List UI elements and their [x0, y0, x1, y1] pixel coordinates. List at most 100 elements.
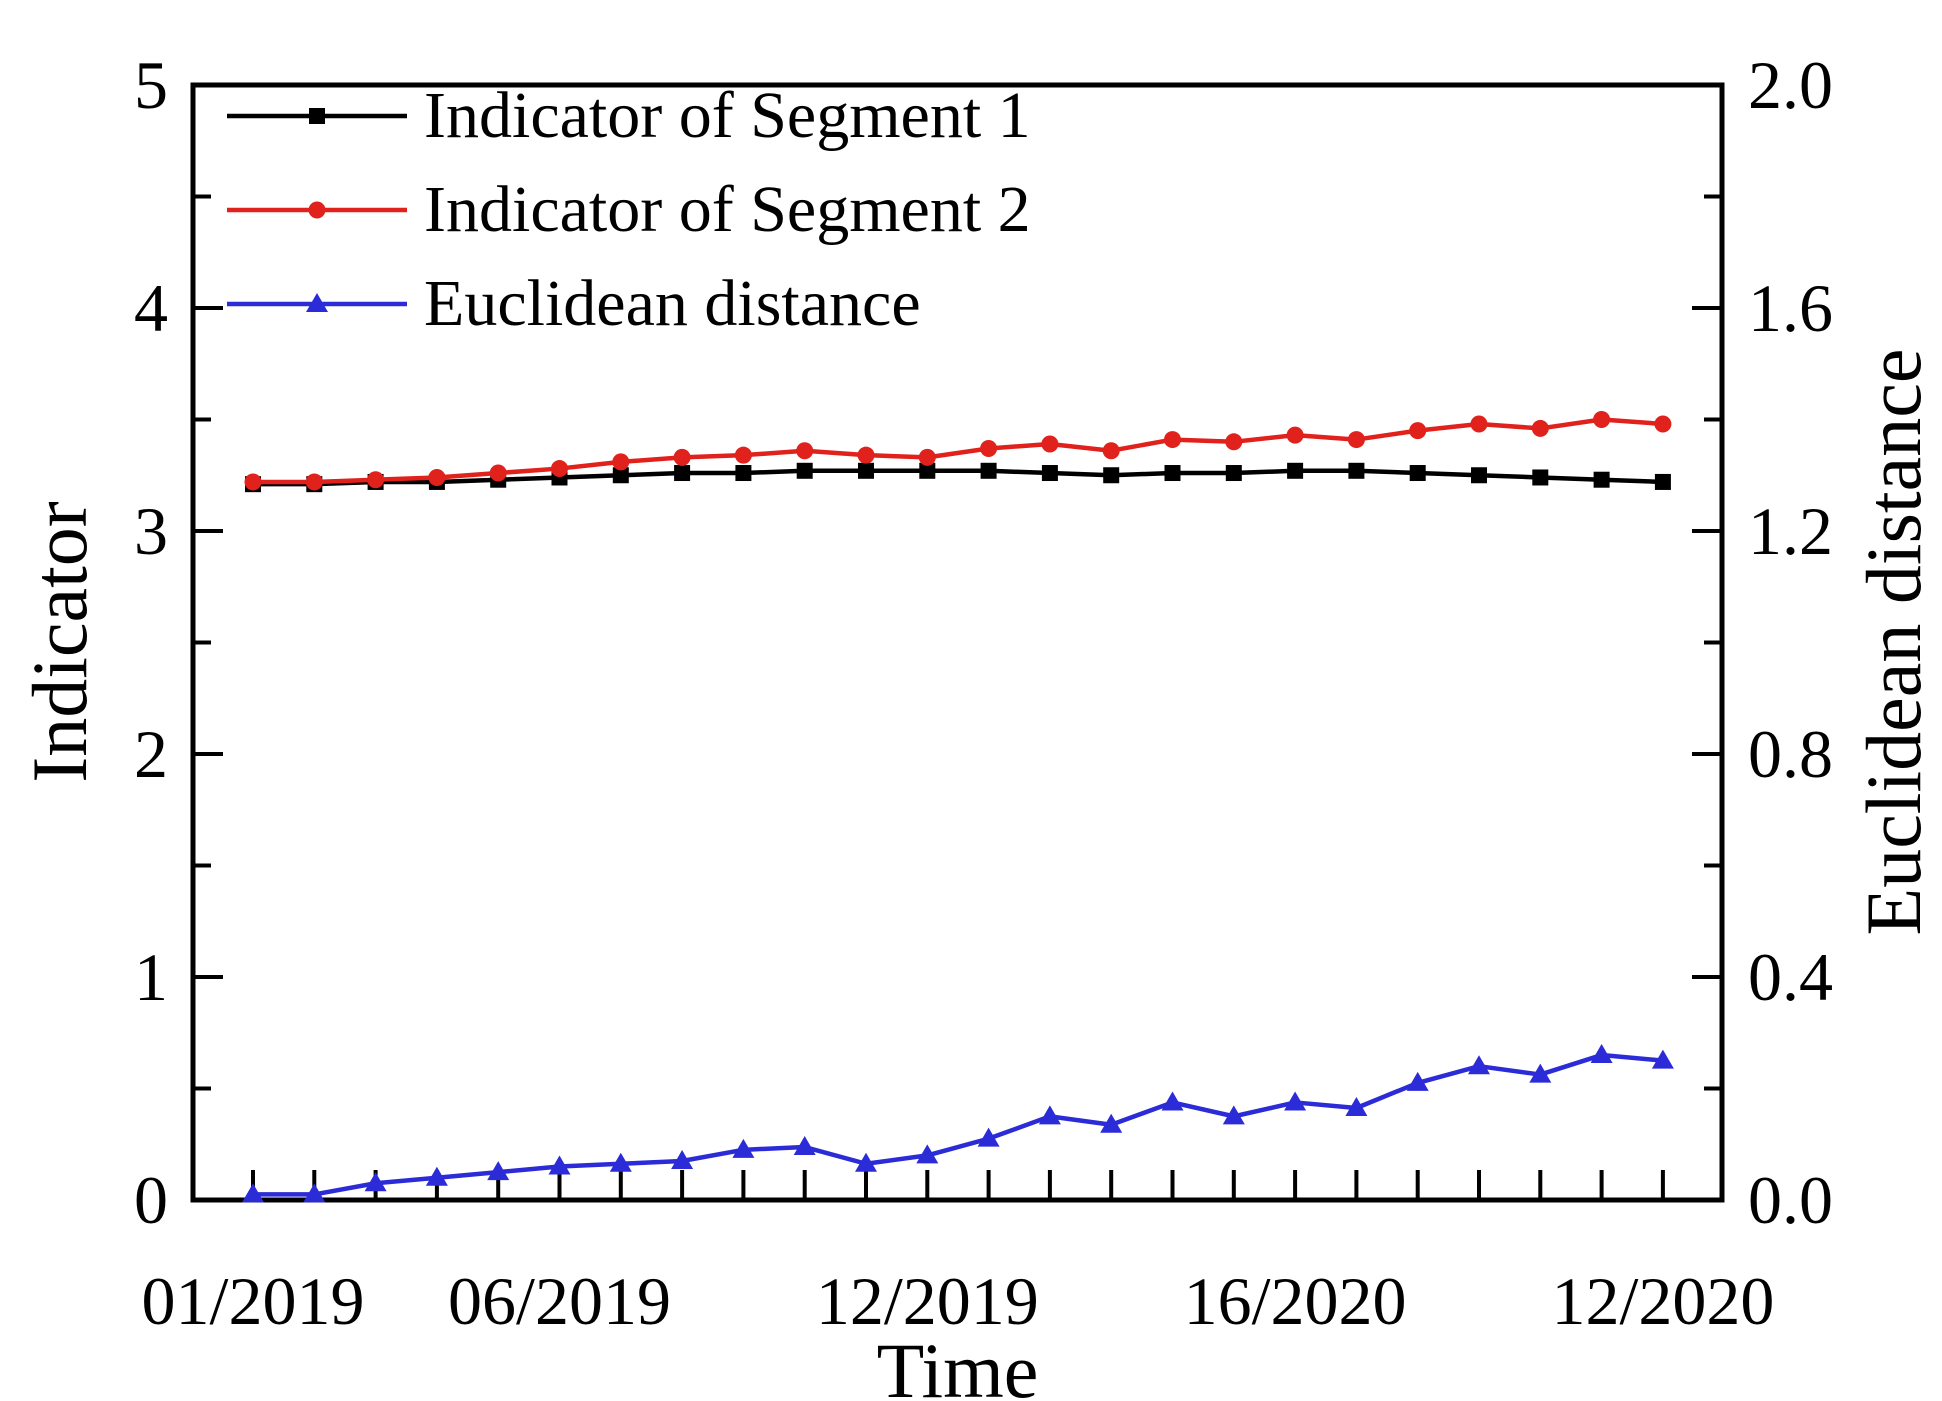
- square-marker: [309, 108, 325, 124]
- square-marker: [674, 465, 691, 482]
- square-marker: [1041, 465, 1058, 482]
- left-tick-label: 1: [134, 939, 168, 1015]
- left-tick-label: 2: [134, 716, 168, 792]
- square-marker: [1471, 467, 1487, 484]
- square-marker: [1103, 467, 1120, 484]
- x-axis-tick-labels: 01/2019 06/2019 12/2019 16/2020 12/2020: [142, 1263, 1775, 1339]
- square-marker: [1593, 471, 1610, 488]
- triangle-marker: [977, 1127, 1000, 1147]
- square-marker: [1409, 465, 1426, 482]
- triangle-marker: [855, 1152, 877, 1172]
- circle-marker: [244, 473, 262, 491]
- circle-marker: [612, 453, 630, 471]
- x-tick-label: 12/2019: [816, 1263, 1039, 1339]
- circle-marker: [308, 201, 326, 219]
- circle-marker: [489, 464, 507, 482]
- series-line: [253, 417, 1664, 485]
- circle-marker: [1654, 415, 1672, 433]
- circle-marker: [1470, 415, 1488, 433]
- circle-marker: [367, 471, 385, 489]
- triangle-marker: [1345, 1097, 1368, 1117]
- series-euclidean-distance: [242, 1044, 1674, 1203]
- square-marker: [1532, 469, 1549, 486]
- circle-marker: [673, 448, 691, 466]
- square-marker: [1654, 473, 1671, 490]
- right-tick-label: 2.0: [1748, 47, 1833, 123]
- right-tick-label: 1.2: [1748, 493, 1833, 569]
- triangle-marker: [1100, 1113, 1123, 1133]
- triangle-marker: [1590, 1044, 1613, 1064]
- plot-frame: [190, 82, 1725, 1203]
- square-marker: [858, 462, 874, 479]
- square-marker: [612, 467, 629, 484]
- legend-label-euclidean: Euclidean distance: [424, 267, 921, 340]
- legend-label-segment-1: Indicator of Segment 1: [424, 79, 1031, 152]
- square-marker: [980, 462, 997, 479]
- right-y-axis-title: Euclidean distance: [1850, 348, 1937, 936]
- legend-label-segment-2: Indicator of Segment 2: [424, 173, 1031, 246]
- circle-marker: [1347, 431, 1365, 449]
- circle-marker: [1164, 431, 1181, 449]
- right-axis-tick-labels: 0.0 0.4 0.8 1.2 1.6 2.0: [1748, 47, 1833, 1238]
- right-tick-label: 0.0: [1748, 1162, 1833, 1238]
- left-tick-label: 3: [134, 493, 168, 569]
- triangle-marker: [1284, 1091, 1307, 1111]
- circle-marker: [305, 473, 323, 491]
- circle-marker: [918, 448, 936, 466]
- triangle-marker: [1651, 1049, 1674, 1069]
- triangle-marker: [732, 1138, 755, 1158]
- left-tick-label: 4: [134, 270, 168, 346]
- circle-marker: [1409, 422, 1427, 440]
- circle-marker: [857, 446, 875, 464]
- left-axis-tick-labels: 0 1 2 3 4 5: [134, 47, 168, 1238]
- square-marker: [1225, 465, 1242, 482]
- triangle-marker: [303, 1183, 326, 1203]
- legend-keys: [227, 108, 407, 312]
- triangle-marker: [364, 1172, 387, 1192]
- triangle-marker: [671, 1149, 694, 1169]
- left-y-axis-title: Indicator: [16, 501, 103, 783]
- circle-marker: [551, 460, 568, 478]
- left-tick-label: 0: [134, 1162, 168, 1238]
- circle-marker: [1531, 419, 1549, 437]
- square-marker: [1287, 462, 1304, 479]
- series-line: [253, 1052, 1664, 1197]
- triangle-marker: [242, 1183, 264, 1203]
- circle-marker: [1593, 411, 1611, 428]
- square-marker: [796, 462, 813, 479]
- circle-marker: [1225, 433, 1243, 451]
- x-tick-label: 16/2020: [1184, 1263, 1407, 1339]
- square-marker: [1348, 462, 1365, 479]
- triangle-marker: [487, 1161, 510, 1181]
- square-marker: [1164, 465, 1181, 482]
- circle-marker: [1102, 442, 1120, 460]
- right-axis-ticks: [1692, 83, 1722, 1202]
- square-marker: [919, 462, 936, 479]
- circle-marker: [1041, 435, 1059, 453]
- right-tick-label: 0.4: [1748, 939, 1833, 1015]
- triangle-marker: [1161, 1091, 1184, 1111]
- x-tick-label: 01/2019: [142, 1263, 365, 1339]
- circle-marker: [796, 442, 814, 460]
- triangle-marker: [306, 293, 328, 312]
- triangle-marker: [793, 1136, 816, 1156]
- series-indicator-of-segment-2: [244, 411, 1672, 491]
- triangle-marker: [1468, 1055, 1490, 1075]
- circle-marker: [428, 468, 446, 486]
- right-tick-label: 1.6: [1748, 270, 1833, 346]
- x-axis-title: Time: [876, 1327, 1039, 1401]
- x-axis-ticks: [251, 1170, 1665, 1200]
- series-line: [253, 468, 1663, 487]
- left-tick-label: 5: [134, 47, 168, 123]
- triangle-marker: [1222, 1105, 1245, 1125]
- triangle-marker: [1038, 1105, 1061, 1125]
- circle-marker: [1286, 426, 1304, 444]
- triangle-marker: [425, 1166, 448, 1186]
- triangle-marker: [1529, 1063, 1552, 1083]
- x-tick-label: 06/2019: [448, 1263, 671, 1339]
- triangle-marker: [548, 1155, 571, 1175]
- x-tick-label: 12/2020: [1551, 1263, 1774, 1339]
- frame: [190, 82, 1725, 1203]
